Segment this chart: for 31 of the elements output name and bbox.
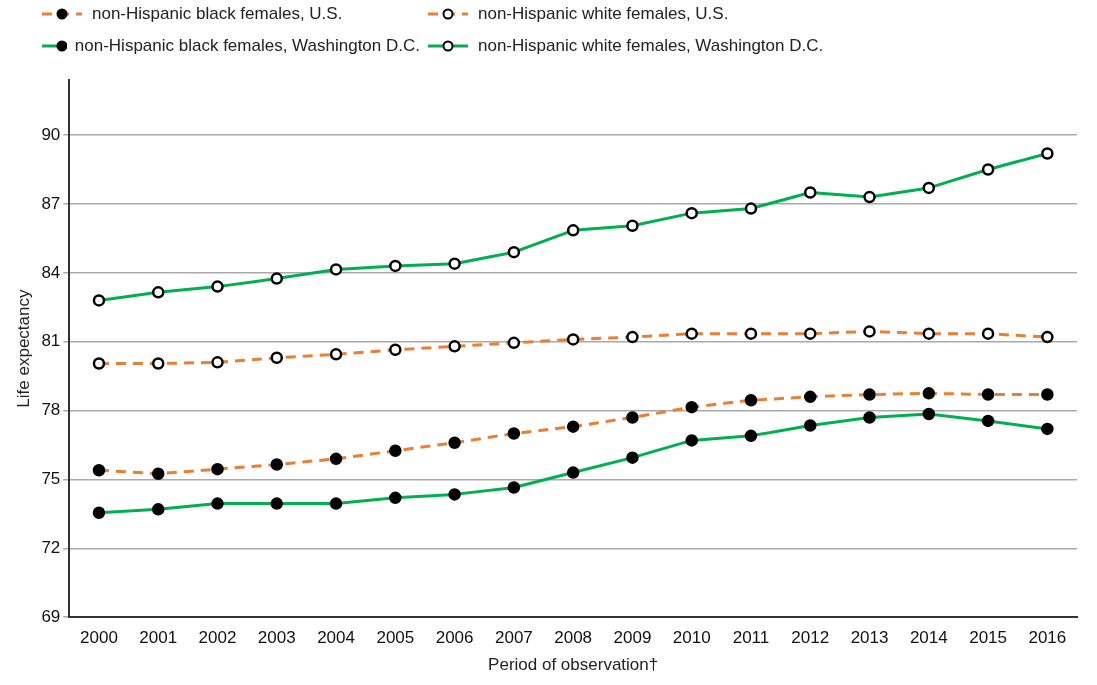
- y-tick-label: 72: [41, 538, 61, 558]
- x-tick-label: 2011: [732, 628, 770, 648]
- y-tick-label: 87: [41, 193, 61, 213]
- x-tick-label: 2007: [494, 628, 533, 648]
- x-tick-label: 2006: [435, 628, 474, 648]
- legend-label: non-Hispanic white females, U.S.: [478, 4, 729, 24]
- x-tick-label: 2013: [850, 628, 889, 648]
- y-tick-label: 75: [41, 469, 61, 489]
- x-tick-label: 2004: [317, 628, 355, 648]
- legend-label: non-Hispanic white females, Washington D.C.: [478, 36, 824, 56]
- x-tick-label: 2008: [554, 628, 593, 648]
- x-tick-label: 2010: [672, 628, 711, 648]
- x-axis-title: Period of observation†: [488, 655, 659, 675]
- x-tick-label: 2001: [139, 628, 178, 648]
- x-tick-label: 2016: [1028, 628, 1067, 648]
- legend-label: non-Hispanic black females, Washington D.C.: [74, 36, 420, 56]
- y-axis-title: Life expectancy: [13, 289, 33, 408]
- y-tick-label: 81: [41, 331, 61, 351]
- legend-label: non-Hispanic black females, U.S.: [92, 4, 343, 24]
- x-tick-label: 2014: [909, 628, 948, 648]
- x-tick-label: 2003: [257, 628, 296, 648]
- x-tick-label: 2012: [791, 628, 830, 648]
- x-tick-label: 2015: [969, 628, 1007, 648]
- x-tick-label: 2005: [376, 628, 415, 648]
- y-tick-label: 90: [41, 124, 61, 144]
- x-tick-label: 2000: [80, 628, 118, 648]
- x-tick-label: 2002: [198, 628, 237, 648]
- x-tick-label: 2009: [613, 628, 652, 648]
- y-tick-label: 78: [41, 400, 61, 420]
- y-tick-label: 69: [41, 606, 61, 626]
- y-tick-label: 84: [41, 262, 61, 282]
